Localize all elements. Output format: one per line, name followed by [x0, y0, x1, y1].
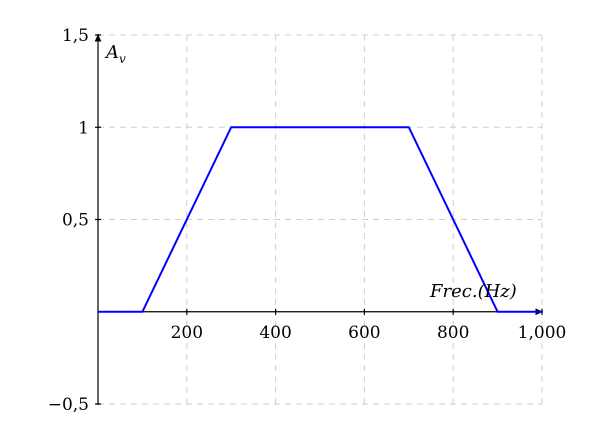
- x-axis-label-main: Frec.: [429, 281, 478, 302]
- x-tick-label-4: 1,000: [518, 323, 567, 343]
- axes: [94, 34, 543, 405]
- y-tick-label-0: −0,5: [48, 395, 89, 415]
- y-axis-label-subscript: v: [119, 52, 126, 66]
- y-axis-label: Av: [104, 42, 126, 66]
- series-line-0: [98, 126, 542, 313]
- x-tick-label-0: 200: [171, 323, 203, 343]
- y-tick-label-1: 0,5: [62, 211, 89, 231]
- tick-labels: 200 400 600 800 1,000 −0,5 0,5 1 1,5: [48, 26, 567, 415]
- x-axis-label: Frec.(Hz): [429, 281, 517, 302]
- y-tick-label-2: 1: [78, 118, 89, 138]
- x-axis-label-unit: (Hz): [478, 281, 517, 302]
- y-axis-label-main: A: [104, 42, 119, 63]
- x-tick-label-1: 400: [259, 323, 291, 343]
- y-tick-label-3: 1,5: [62, 26, 89, 46]
- x-tick-label-2: 600: [348, 323, 380, 343]
- grid: [98, 34, 543, 405]
- x-tick-label-3: 800: [437, 323, 469, 343]
- series: [98, 126, 542, 313]
